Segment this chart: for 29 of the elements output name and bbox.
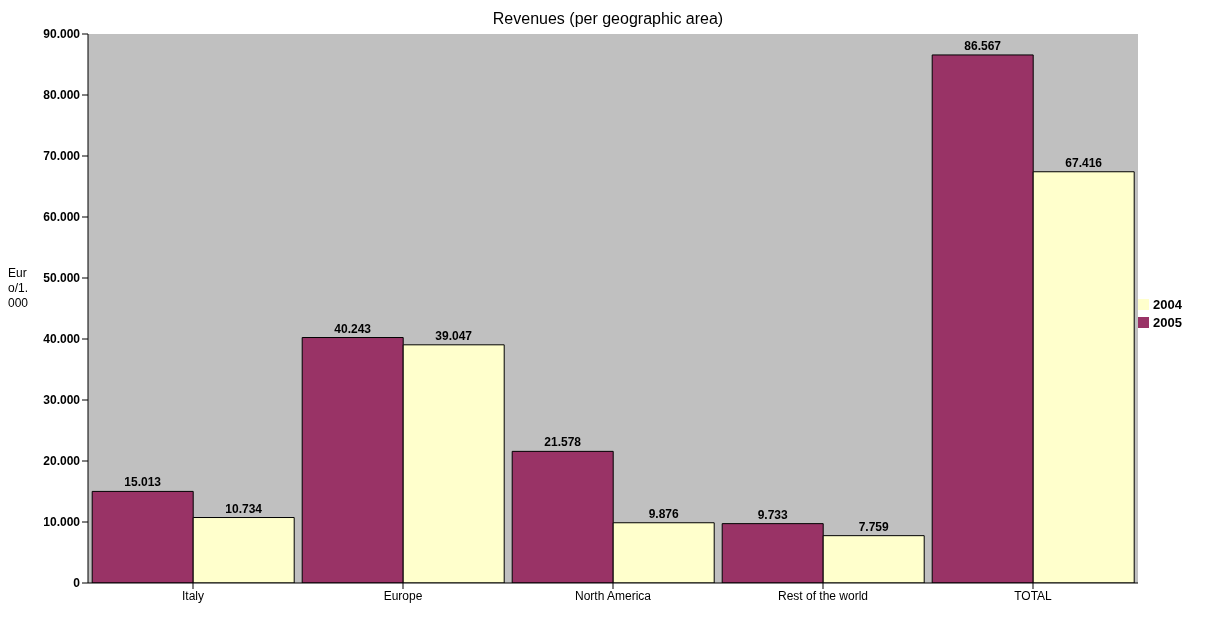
data-label: 40.243: [334, 321, 372, 336]
legend-label: 2004: [1153, 297, 1182, 312]
y-axis-title: Euro/1.000: [8, 266, 30, 311]
data-label: 21.578: [544, 435, 582, 450]
y-tick-label: 60.000: [43, 210, 81, 225]
data-label: 9.733: [757, 507, 789, 522]
y-tick-label: 20.000: [43, 454, 81, 469]
data-label: 67.416: [1065, 155, 1103, 170]
y-tick-label: 80.000: [43, 88, 81, 103]
x-tick-label: North America: [574, 588, 652, 603]
x-tick-label: Europe: [383, 588, 423, 603]
y-tick-label: 0: [73, 576, 81, 591]
x-tick-label: TOTAL: [1014, 588, 1053, 603]
chart-title: Revenues (per geographic area): [491, 10, 725, 28]
data-label: 86.567: [964, 38, 1002, 53]
y-tick-label: 90.000: [43, 27, 81, 42]
data-label: 7.759: [858, 519, 890, 534]
y-tick-label: 40.000: [43, 332, 81, 347]
data-label: 39.047: [435, 328, 473, 343]
data-label: 15.013: [124, 475, 162, 490]
y-tick-label: 50.000: [43, 271, 81, 286]
y-tick-label: 30.000: [43, 393, 81, 408]
x-tick-label: Rest of the world: [777, 588, 869, 603]
data-label: 9.876: [648, 506, 680, 521]
data-label: 10.734: [225, 501, 263, 516]
y-tick-label: 70.000: [43, 149, 81, 164]
x-tick-label: Italy: [181, 588, 205, 603]
legend-label: 2005: [1153, 315, 1182, 330]
y-tick-label: 10.000: [43, 515, 81, 530]
